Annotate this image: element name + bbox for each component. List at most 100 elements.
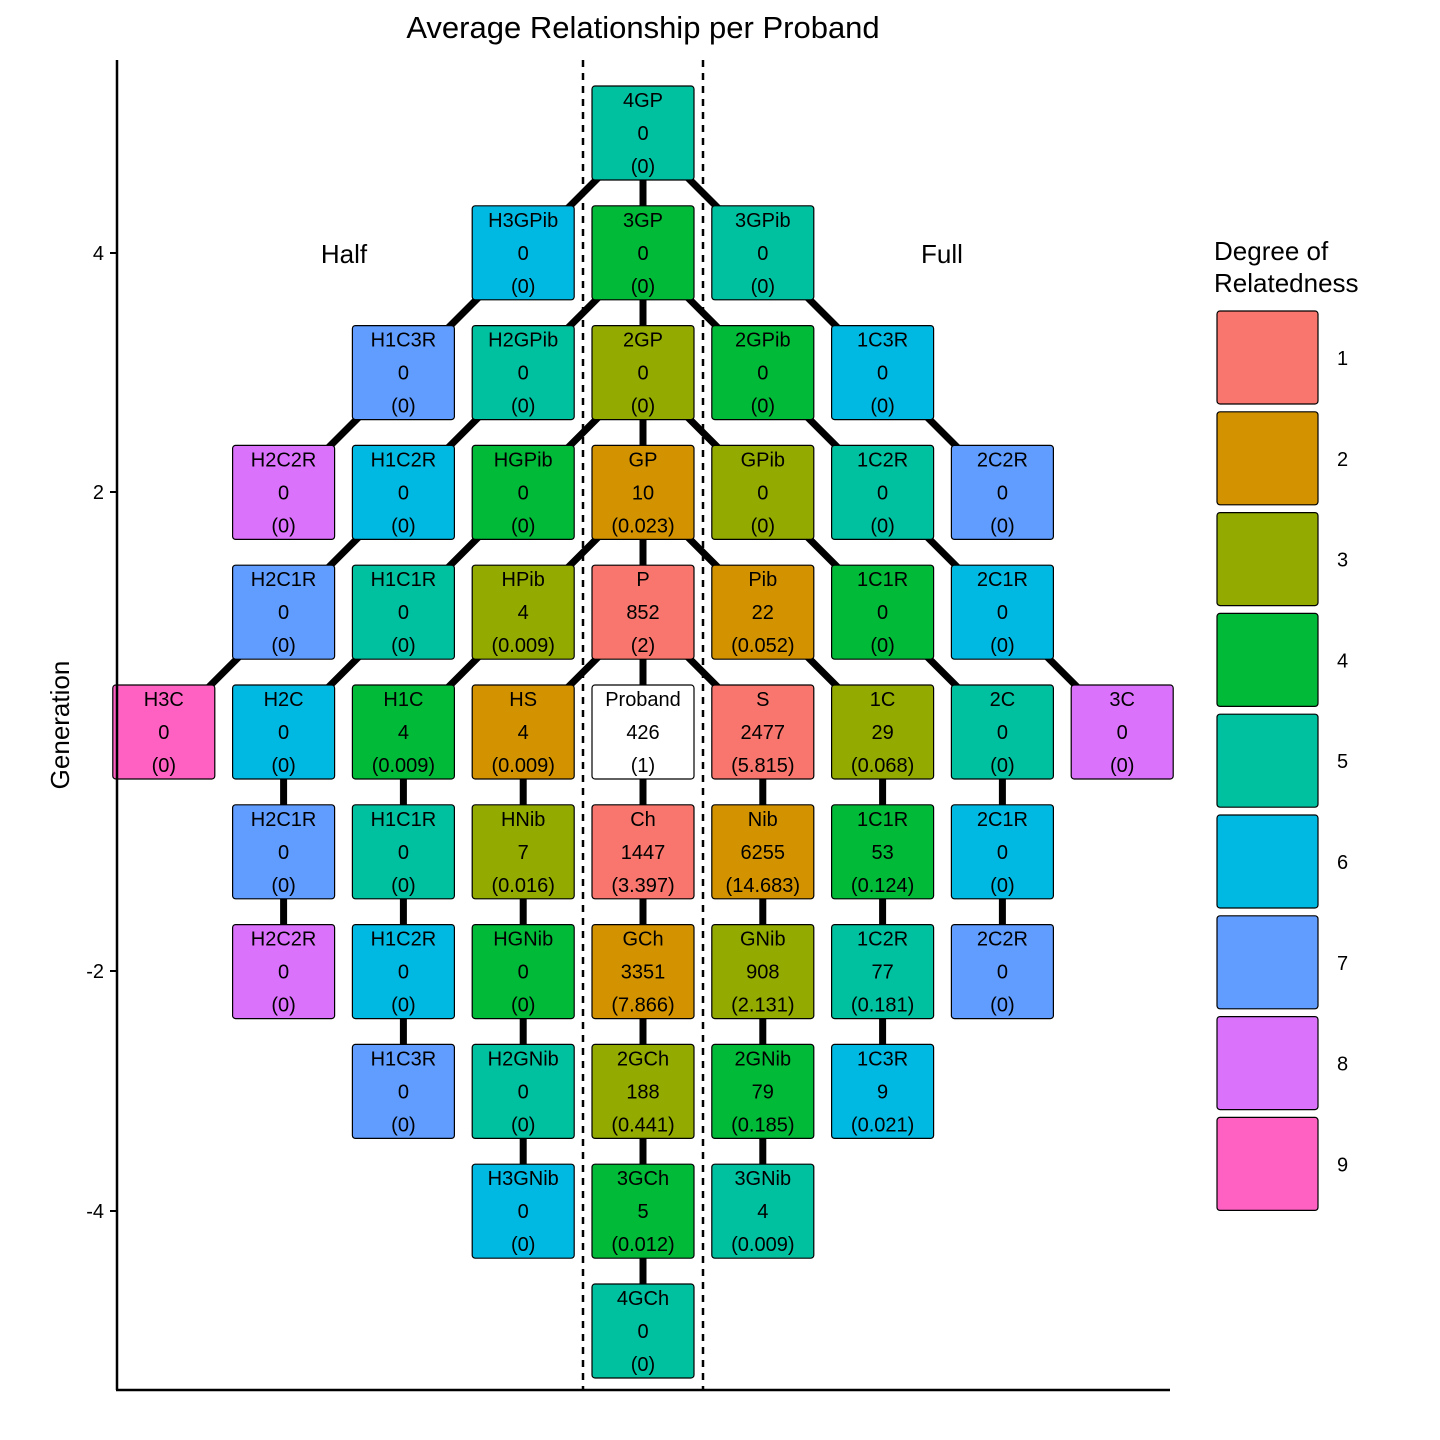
node-average: (0) bbox=[751, 515, 775, 537]
node-count: 0 bbox=[997, 482, 1008, 504]
node-label: H1C3R bbox=[371, 1048, 437, 1070]
node-2GNib: 2GNib 79 (0.185) bbox=[711, 1043, 815, 1140]
node-count: 79 bbox=[752, 1081, 774, 1103]
node-Pib: Pib 22 (0.052) bbox=[711, 564, 815, 660]
node-count: 0 bbox=[278, 482, 289, 504]
node-label: 2C2R bbox=[977, 929, 1028, 951]
node-box bbox=[591, 85, 695, 181]
node-average: (0) bbox=[631, 1354, 655, 1376]
node-label: 3GCh bbox=[617, 1168, 669, 1190]
node-count: 188 bbox=[626, 1081, 659, 1103]
node-label: HNib bbox=[501, 809, 545, 831]
y-axis-title: Generation bbox=[45, 661, 75, 790]
node-label: 1C3R bbox=[857, 330, 908, 352]
node-box bbox=[232, 444, 336, 540]
node-count: 5 bbox=[637, 1201, 648, 1223]
node-count: 22 bbox=[752, 602, 774, 624]
node-1C3R_dn: 1C3R 9 (0.021) bbox=[830, 1043, 935, 1140]
node-count: 0 bbox=[877, 482, 888, 504]
legend-label-9: 9 bbox=[1337, 1154, 1348, 1176]
node-label: 3C bbox=[1109, 689, 1135, 711]
node-label: H3GNib bbox=[488, 1168, 559, 1190]
node-box bbox=[591, 684, 695, 780]
legend-label-1: 1 bbox=[1337, 348, 1348, 370]
node-label: 2GCh bbox=[617, 1048, 669, 1070]
node-3GNib: 3GNib 4 (0.009) bbox=[711, 1163, 815, 1259]
node-box bbox=[830, 1043, 935, 1140]
node-average: (0.021) bbox=[851, 1114, 914, 1136]
node-box bbox=[950, 444, 1055, 540]
node-box bbox=[471, 444, 575, 540]
legend-swatch-8 bbox=[1216, 1015, 1319, 1111]
node-label: 4GP bbox=[623, 90, 663, 112]
node-average: (0) bbox=[271, 875, 295, 897]
node-GNib: GNib 908 (2.131) bbox=[711, 923, 815, 1020]
node-count: 0 bbox=[757, 363, 768, 385]
axes: 4 2 -2 -4 bbox=[86, 60, 1170, 1392]
node-box bbox=[351, 923, 455, 1020]
node-box bbox=[232, 684, 336, 780]
node-box bbox=[711, 1043, 815, 1140]
node-box bbox=[471, 564, 575, 660]
full-label: Full bbox=[921, 239, 963, 269]
node-label: Nib bbox=[748, 809, 778, 831]
node-count: 0 bbox=[637, 1321, 648, 1343]
node-label: 2C1R bbox=[977, 809, 1028, 831]
node-H2C2R_up: H2C2R 0 (0) bbox=[232, 444, 336, 540]
node-count: 77 bbox=[871, 962, 893, 984]
node-average: (2) bbox=[631, 635, 655, 657]
node-count: 0 bbox=[637, 363, 648, 385]
node-label: 1C1R bbox=[857, 569, 908, 591]
node-count: 4 bbox=[518, 602, 529, 624]
node-box bbox=[471, 684, 575, 780]
node-box bbox=[232, 923, 336, 1020]
chart-title: Average Relationship per Proband bbox=[406, 10, 879, 45]
node-count: 0 bbox=[757, 243, 768, 265]
node-4GCh: 4GCh 0 (0) bbox=[591, 1283, 695, 1379]
half-label: Half bbox=[321, 239, 368, 269]
node-3C: 3C 0 (0) bbox=[1070, 684, 1174, 780]
node-box bbox=[591, 1043, 695, 1140]
node-box bbox=[1070, 684, 1174, 780]
node-box bbox=[112, 684, 216, 780]
node-count: 908 bbox=[746, 962, 779, 984]
node-count: 0 bbox=[1117, 722, 1128, 744]
node-count: 0 bbox=[158, 722, 169, 744]
node-2C: 2C 0 (0) bbox=[950, 684, 1055, 780]
node-2C2R_up: 2C2R 0 (0) bbox=[950, 444, 1055, 540]
y-tick-label-neg2: -2 bbox=[86, 961, 104, 983]
node-box bbox=[830, 684, 935, 780]
node-count: 0 bbox=[398, 602, 409, 624]
node-count: 0 bbox=[997, 842, 1008, 864]
node-box bbox=[351, 684, 455, 780]
node-count: 9 bbox=[877, 1081, 888, 1103]
node-label: 1C3R bbox=[857, 1048, 908, 1070]
node-4GP: 4GP 0 (0) bbox=[591, 85, 695, 181]
node-box bbox=[830, 444, 935, 540]
node-H1C1R_dn: H1C1R 0 (0) bbox=[351, 804, 455, 900]
node-average: (3.397) bbox=[611, 875, 674, 897]
node-H1C2R_dn: H1C2R 0 (0) bbox=[351, 923, 455, 1020]
node-HPib: HPib 4 (0.009) bbox=[471, 564, 575, 660]
node-average: (0) bbox=[271, 635, 295, 657]
node-label: 1C bbox=[870, 689, 896, 711]
node-count: 53 bbox=[871, 842, 893, 864]
node-HGPib: HGPib 0 (0) bbox=[471, 444, 575, 540]
legend-items: 1 2 3 4 5 6 7 8 9 bbox=[1216, 310, 1348, 1212]
node-H2GPib: H2GPib 0 (0) bbox=[471, 325, 575, 421]
legend-label-8: 8 bbox=[1337, 1054, 1348, 1076]
legend-title-line2: Relatedness bbox=[1214, 268, 1359, 298]
node-box bbox=[351, 804, 455, 900]
node-label: H1C2R bbox=[371, 449, 437, 471]
node-average: (0.124) bbox=[851, 875, 914, 897]
node-box bbox=[711, 684, 815, 780]
node-label: Proband bbox=[605, 689, 681, 711]
y-tick-label-neg4: -4 bbox=[86, 1201, 104, 1223]
node-box bbox=[351, 444, 455, 540]
node-label: H1C3R bbox=[371, 330, 437, 352]
node-box bbox=[232, 564, 336, 660]
node-H1C3R_dn: H1C3R 0 (0) bbox=[351, 1043, 455, 1140]
node-count: 0 bbox=[398, 482, 409, 504]
node-label: H2C2R bbox=[251, 929, 317, 951]
